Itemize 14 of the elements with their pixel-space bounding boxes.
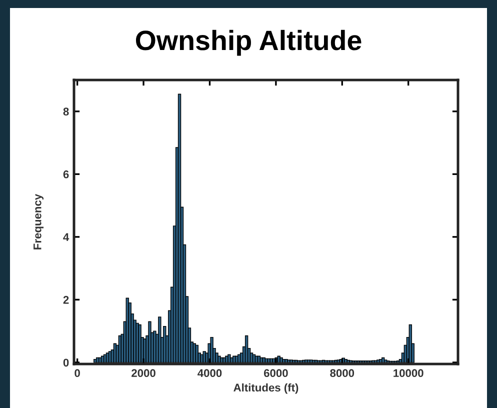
chart-title: Ownship Altitude	[136, 30, 362, 56]
y-tick-label: 8	[63, 108, 69, 116]
y-axis-title: Frequency	[34, 194, 44, 250]
x-axis-title: Altitudes (ft)	[234, 383, 298, 394]
x-tick-label: 0	[74, 369, 80, 378]
y-tick-label: 2	[63, 296, 69, 304]
x-tick-label: 10000	[394, 369, 424, 378]
x-tick-label: 2000	[132, 369, 156, 378]
y-tick-label: 4	[63, 233, 70, 241]
y-tick-label: 6	[63, 170, 69, 178]
x-tick-label: 6000	[264, 369, 288, 378]
x-tick-label: 8000	[330, 369, 354, 378]
y-tick-label: 0	[63, 358, 69, 367]
x-tick-label: 4000	[198, 369, 222, 378]
